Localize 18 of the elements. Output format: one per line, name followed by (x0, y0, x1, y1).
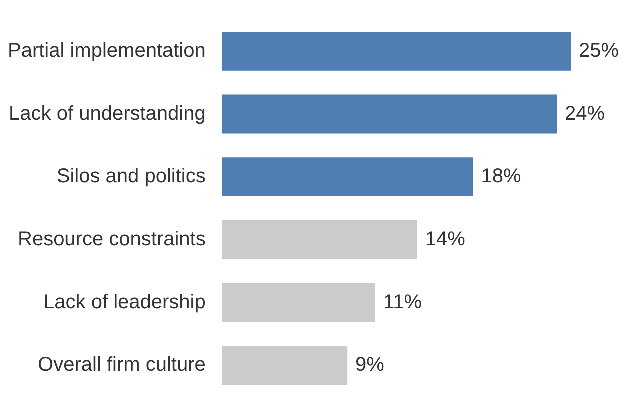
y-tick-label: Overall firm culture (38, 354, 206, 376)
y-tick-label: Lack of understanding (9, 102, 206, 125)
data-label: 14% (425, 228, 466, 250)
y-tick-label: Partial implementation (8, 40, 206, 62)
bar (222, 346, 348, 386)
data-label: 11% (383, 291, 422, 314)
y-tick-label: Silos and politics (56, 166, 206, 188)
y-tick-label: Resource constraints (18, 228, 206, 250)
data-label: 24% (565, 102, 606, 125)
data-label: 9% (356, 354, 385, 376)
bar (222, 158, 474, 197)
data-label: 18% (481, 166, 522, 188)
bar (222, 283, 376, 322)
data-label: 25% (579, 40, 620, 62)
bar (222, 220, 418, 260)
y-tick-label: Lack of leadership (44, 291, 206, 314)
bar (222, 32, 571, 71)
bar (222, 94, 558, 134)
